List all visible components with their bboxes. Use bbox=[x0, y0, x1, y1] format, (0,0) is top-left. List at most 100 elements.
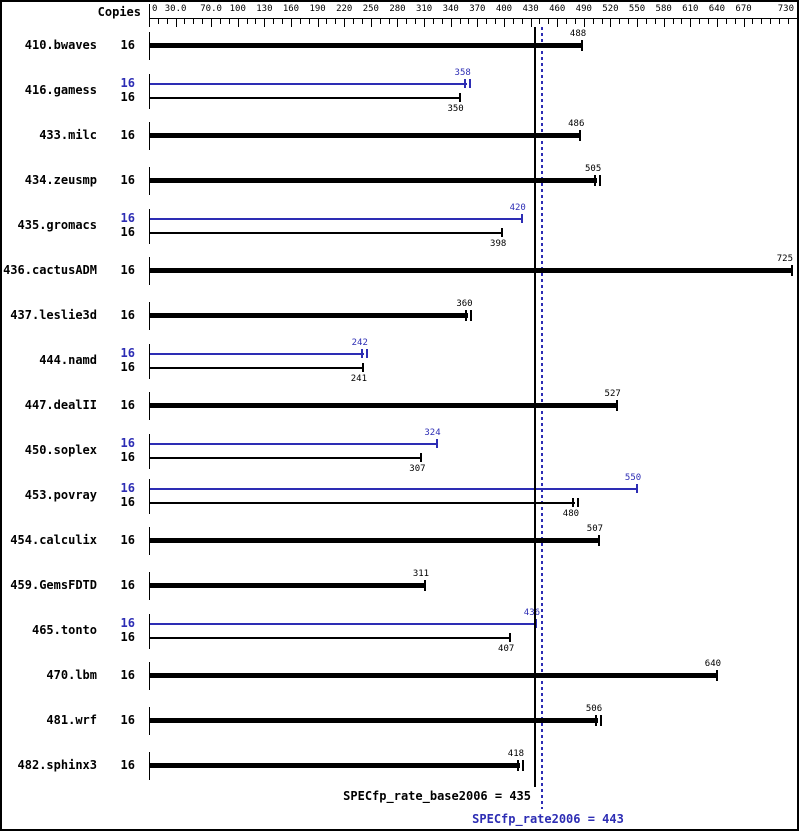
bar-end-cap bbox=[599, 175, 602, 186]
row-baseline-tick bbox=[149, 526, 150, 555]
x-axis-tick-label: 280 bbox=[389, 4, 406, 14]
row-baseline-tick bbox=[149, 256, 150, 285]
x-axis-tick bbox=[672, 19, 674, 24]
x-axis-tick bbox=[193, 19, 195, 24]
benchmark-label: 447.dealII bbox=[24, 397, 97, 412]
benchmark-label: 437.leslie3d bbox=[10, 307, 97, 322]
bar-end-cap bbox=[509, 633, 512, 642]
bar-value-label: 418 bbox=[507, 748, 525, 759]
x-axis-tick-label: 250 bbox=[362, 4, 379, 14]
bar bbox=[150, 231, 503, 234]
x-axis-tick bbox=[166, 19, 168, 24]
x-axis-tick bbox=[353, 19, 355, 24]
x-axis-tick bbox=[548, 19, 550, 24]
copies-value: 16 bbox=[120, 37, 135, 52]
bar-end-cap bbox=[420, 453, 423, 462]
bar bbox=[150, 456, 422, 459]
bar-end-cap bbox=[501, 228, 504, 237]
x-axis-origin-tick bbox=[149, 4, 150, 27]
x-axis-tick bbox=[379, 19, 381, 24]
benchmark-label: 481.wrf bbox=[46, 712, 97, 727]
bar bbox=[150, 352, 364, 355]
copies-value: 16 bbox=[120, 397, 135, 412]
x-axis-tick bbox=[415, 19, 417, 24]
row-baseline-tick bbox=[149, 706, 150, 735]
bar-end-cap bbox=[465, 310, 468, 321]
x-axis-tick bbox=[211, 19, 213, 27]
row-baseline-tick bbox=[149, 343, 150, 379]
x-axis-tick-label: 550 bbox=[628, 4, 646, 14]
bar-value-label: 358 bbox=[454, 67, 471, 78]
copies-value: 16 bbox=[120, 435, 135, 450]
bar-end-cap bbox=[516, 760, 519, 771]
benchmark-label: 433.milc bbox=[39, 127, 97, 142]
x-axis-tick bbox=[645, 19, 647, 24]
copies-value: 16 bbox=[120, 172, 135, 187]
copies-value: 16 bbox=[120, 262, 135, 277]
row-baseline-tick bbox=[149, 613, 150, 649]
x-axis-tick bbox=[290, 19, 292, 27]
x-axis-tick bbox=[335, 19, 337, 24]
bar bbox=[150, 718, 599, 723]
bar-value-label: 360 bbox=[456, 298, 473, 309]
x-axis-tick bbox=[734, 19, 736, 24]
benchmark-label: 436.cactusADM bbox=[3, 262, 97, 277]
row-baseline-tick bbox=[149, 208, 150, 244]
copies-value: 16 bbox=[120, 224, 135, 239]
x-axis-tick-label: 0 bbox=[152, 4, 158, 14]
x-axis-tick-label: 400 bbox=[495, 4, 513, 14]
bar-value-label: 398 bbox=[490, 238, 507, 249]
copies-value: 16 bbox=[120, 757, 135, 772]
x-axis-tick bbox=[610, 19, 612, 27]
bar-value-label: 480 bbox=[562, 508, 580, 519]
bar-value-label: 350 bbox=[447, 103, 464, 114]
x-axis-tick-label: 190 bbox=[309, 4, 326, 14]
bar-end-cap bbox=[579, 130, 582, 141]
bar-end-cap bbox=[361, 363, 364, 372]
bar-value-label: 505 bbox=[584, 163, 602, 174]
x-axis-tick-label: 580 bbox=[655, 4, 672, 14]
bar-value-label: 486 bbox=[568, 118, 585, 129]
x-axis-tick bbox=[370, 19, 372, 27]
x-axis-tick bbox=[175, 19, 177, 27]
row-baseline-tick bbox=[149, 31, 150, 60]
x-axis-tick-label: 490 bbox=[575, 4, 592, 14]
bar bbox=[150, 442, 437, 445]
benchmark-label: 482.sphinx3 bbox=[17, 757, 97, 772]
x-axis-tick bbox=[699, 19, 701, 24]
bar-value-label: 436 bbox=[523, 607, 541, 618]
bar bbox=[150, 217, 522, 220]
bar-end-cap bbox=[581, 40, 584, 51]
bar-end-cap bbox=[791, 265, 794, 276]
bar-end-cap bbox=[435, 439, 438, 448]
x-axis-tick bbox=[361, 19, 363, 24]
x-axis-line bbox=[149, 18, 797, 19]
bar-end-cap bbox=[715, 670, 718, 681]
row-baseline-tick bbox=[149, 391, 150, 420]
bar bbox=[150, 583, 425, 588]
x-axis-tick bbox=[787, 19, 789, 24]
x-axis-tick-label: 520 bbox=[602, 4, 619, 14]
x-axis-tick bbox=[255, 19, 257, 24]
bar bbox=[150, 178, 598, 183]
bar bbox=[150, 501, 575, 504]
bar-value-label: 324 bbox=[424, 427, 441, 438]
x-axis-tick bbox=[779, 19, 781, 24]
bar-end-cap bbox=[365, 349, 368, 358]
x-axis-tick bbox=[157, 19, 159, 24]
x-axis-tick bbox=[663, 19, 665, 27]
bar bbox=[150, 487, 638, 490]
bar-end-cap bbox=[576, 498, 579, 507]
x-axis-tick bbox=[690, 19, 692, 27]
x-axis-tick bbox=[592, 19, 594, 24]
benchmark-label: 416.gamess bbox=[24, 82, 97, 97]
x-axis-tick bbox=[654, 19, 656, 24]
bar-end-cap bbox=[520, 214, 523, 223]
row-baseline-tick bbox=[149, 73, 150, 109]
x-axis-tick-label: 430 bbox=[522, 4, 539, 14]
x-axis-tick bbox=[681, 19, 683, 24]
x-axis-tick bbox=[583, 19, 585, 27]
row-baseline-tick bbox=[149, 166, 150, 195]
x-axis-tick-label: 370 bbox=[469, 4, 486, 14]
bar-value-label: 311 bbox=[412, 568, 430, 579]
